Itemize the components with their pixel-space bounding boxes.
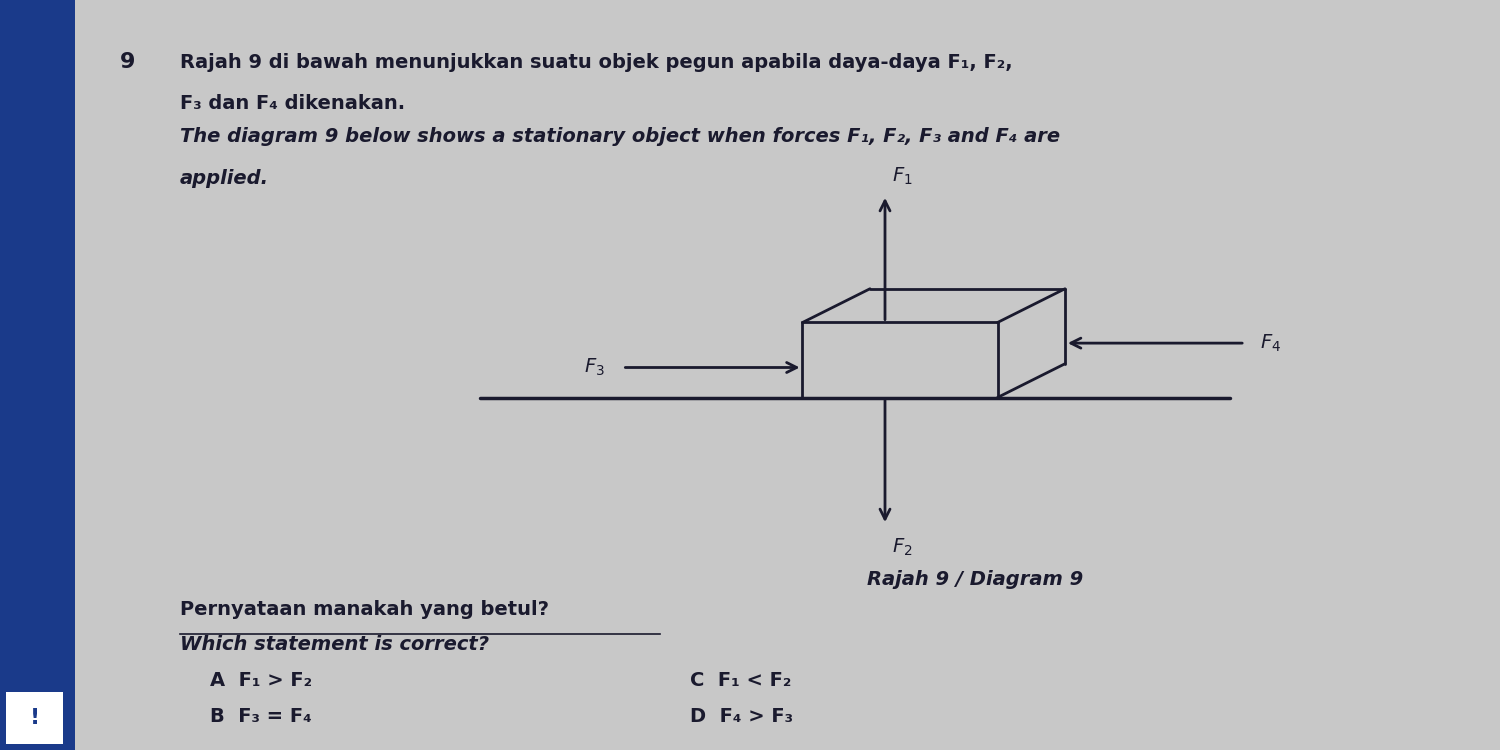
Text: The diagram 9 below shows a stationary object when forces F₁, F₂, F₃ and F₄ are: The diagram 9 below shows a stationary o… [180,128,1060,146]
Text: 9: 9 [120,53,135,73]
Bar [6,692,63,744]
Text: Rajah 9 di bawah menunjukkan suatu objek pegun apabila daya-daya F₁, F₂,: Rajah 9 di bawah menunjukkan suatu objek… [180,53,1013,71]
Text: B  F₃ = F₄: B F₃ = F₄ [210,706,312,725]
Text: $F_3$: $F_3$ [584,357,604,378]
Text: C  F₁ < F₂: C F₁ < F₂ [690,671,792,690]
Text: D  F₄ > F₃: D F₄ > F₃ [690,706,794,725]
Text: !: ! [30,708,39,728]
Text: A  F₁ > F₂: A F₁ > F₂ [210,671,312,690]
Text: Which statement is correct?: Which statement is correct? [180,635,489,654]
Text: F₃ dan F₄ dikenakan.: F₃ dan F₄ dikenakan. [180,94,405,112]
Text: $F_1$: $F_1$ [892,166,914,188]
Text: Pernyataan manakah yang betul?: Pernyataan manakah yang betul? [180,600,549,619]
Text: $F_4$: $F_4$ [1260,332,1281,354]
Text: applied.: applied. [180,169,268,188]
Bar [0,0,75,750]
Text: $F_2$: $F_2$ [892,536,914,557]
Text: Rajah 9 / Diagram 9: Rajah 9 / Diagram 9 [867,570,1083,589]
